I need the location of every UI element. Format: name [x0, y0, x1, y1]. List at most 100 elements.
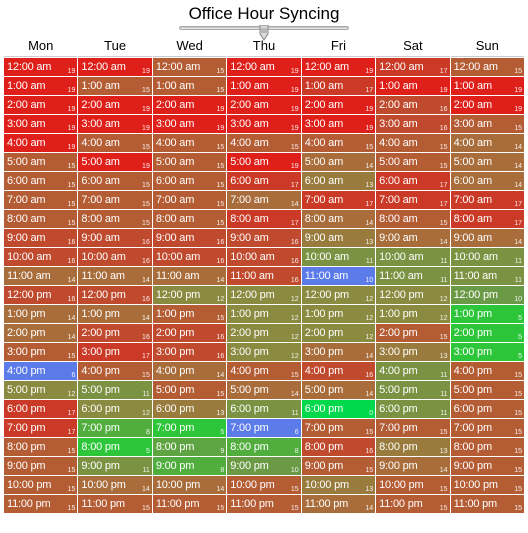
heatmap-cell[interactable]: 10:00 am16 [227, 248, 300, 266]
heatmap-cell[interactable]: 2:00 am19 [4, 96, 77, 114]
heatmap-cell[interactable]: 11:00 am10 [302, 267, 375, 285]
heatmap-cell[interactable]: 2:00 am19 [78, 96, 151, 114]
heatmap-cell[interactable]: 5:00 am15 [153, 153, 226, 171]
heatmap-cell[interactable]: 1:00 pm5 [451, 305, 524, 323]
heatmap-cell[interactable]: 8:00 am15 [4, 210, 77, 228]
heatmap-cell[interactable]: 1:00 am19 [4, 77, 77, 95]
heatmap-cell[interactable]: 8:00 pm5 [78, 438, 151, 456]
heatmap-cell[interactable]: 4:00 pm11 [376, 362, 449, 380]
heatmap-cell[interactable]: 10:00 pm14 [153, 476, 226, 494]
heatmap-cell[interactable]: 2:00 am16 [376, 96, 449, 114]
heatmap-cell[interactable]: 5:00 pm15 [153, 381, 226, 399]
heatmap-cell[interactable]: 3:00 pm12 [227, 343, 300, 361]
heatmap-cell[interactable]: 4:00 pm15 [78, 362, 151, 380]
heatmap-cell[interactable]: 9:00 am16 [153, 229, 226, 247]
heatmap-cell[interactable]: 12:00 am19 [4, 58, 77, 76]
heatmap-cell[interactable]: 8:00 am15 [376, 210, 449, 228]
heatmap-cell[interactable]: 10:00 pm14 [78, 476, 151, 494]
heatmap-cell[interactable]: 2:00 am19 [302, 96, 375, 114]
heatmap-cell[interactable]: 9:00 am13 [302, 229, 375, 247]
heatmap-cell[interactable]: 3:00 am19 [78, 115, 151, 133]
heatmap-cell[interactable]: 6:00 am15 [78, 172, 151, 190]
heatmap-cell[interactable]: 3:00 pm13 [376, 343, 449, 361]
heatmap-cell[interactable]: 12:00 am15 [451, 58, 524, 76]
heatmap-cell[interactable]: 4:00 pm14 [153, 362, 226, 380]
heatmap-cell[interactable]: 9:00 am16 [227, 229, 300, 247]
heatmap-cell[interactable]: 10:00 am11 [376, 248, 449, 266]
heatmap-cell[interactable]: 4:00 am15 [227, 134, 300, 152]
heatmap-cell[interactable]: 12:00 am17 [376, 58, 449, 76]
heatmap-cell[interactable]: 12:00 pm12 [376, 286, 449, 304]
heatmap-cell[interactable]: 7:00 pm8 [78, 419, 151, 437]
heatmap-cell[interactable]: 2:00 pm16 [78, 324, 151, 342]
heatmap-cell[interactable]: 1:00 am19 [451, 77, 524, 95]
heatmap-cell[interactable]: 6:00 am15 [153, 172, 226, 190]
heatmap-cell[interactable]: 4:00 am15 [376, 134, 449, 152]
heatmap-cell[interactable]: 10:00 am11 [451, 248, 524, 266]
heatmap-cell[interactable]: 6:00 am14 [451, 172, 524, 190]
heatmap-cell[interactable]: 3:00 pm14 [302, 343, 375, 361]
heatmap-cell[interactable]: 1:00 pm14 [4, 305, 77, 323]
heatmap-cell[interactable]: 4:00 pm15 [451, 362, 524, 380]
heatmap-cell[interactable]: 4:00 am15 [78, 134, 151, 152]
heatmap-cell[interactable]: 9:00 pm15 [451, 457, 524, 475]
heatmap-cell[interactable]: 3:00 am15 [451, 115, 524, 133]
heatmap-cell[interactable]: 11:00 pm15 [4, 495, 77, 513]
heatmap-cell[interactable]: 11:00 pm15 [153, 495, 226, 513]
heatmap-cell[interactable]: 9:00 pm15 [302, 457, 375, 475]
heatmap-cell[interactable]: 7:00 pm15 [302, 419, 375, 437]
heatmap-cell[interactable]: 6:00 pm0 [302, 400, 375, 418]
heatmap-cell[interactable]: 5:00 am15 [376, 153, 449, 171]
heatmap-cell[interactable]: 11:00 am11 [451, 267, 524, 285]
heatmap-cell[interactable]: 10:00 am11 [302, 248, 375, 266]
sync-slider-track[interactable] [179, 26, 349, 30]
heatmap-cell[interactable]: 4:00 am19 [4, 134, 77, 152]
heatmap-cell[interactable]: 3:00 am16 [376, 115, 449, 133]
heatmap-cell[interactable]: 7:00 am15 [78, 191, 151, 209]
heatmap-cell[interactable]: 3:00 pm15 [4, 343, 77, 361]
heatmap-cell[interactable]: 10:00 am16 [4, 248, 77, 266]
heatmap-cell[interactable]: 3:00 am19 [302, 115, 375, 133]
heatmap-cell[interactable]: 7:00 am17 [302, 191, 375, 209]
heatmap-cell[interactable]: 7:00 am15 [153, 191, 226, 209]
heatmap-cell[interactable]: 2:00 pm12 [302, 324, 375, 342]
heatmap-cell[interactable]: 10:00 pm15 [4, 476, 77, 494]
heatmap-cell[interactable]: 1:00 am17 [302, 77, 375, 95]
heatmap-cell[interactable]: 8:00 pm16 [302, 438, 375, 456]
heatmap-cell[interactable]: 9:00 pm8 [153, 457, 226, 475]
heatmap-cell[interactable]: 11:00 pm15 [451, 495, 524, 513]
heatmap-cell[interactable]: 11:00 am14 [153, 267, 226, 285]
heatmap-cell[interactable]: 7:00 pm15 [376, 419, 449, 437]
heatmap-cell[interactable]: 7:00 am17 [376, 191, 449, 209]
heatmap-cell[interactable]: 5:00 pm11 [78, 381, 151, 399]
heatmap-cell[interactable]: 1:00 am15 [78, 77, 151, 95]
heatmap-cell[interactable]: 5:00 pm11 [376, 381, 449, 399]
heatmap-cell[interactable]: 11:00 pm15 [376, 495, 449, 513]
heatmap-cell[interactable]: 5:00 am14 [451, 153, 524, 171]
heatmap-cell[interactable]: 1:00 pm14 [78, 305, 151, 323]
heatmap-cell[interactable]: 11:00 am14 [78, 267, 151, 285]
heatmap-cell[interactable]: 12:00 pm16 [78, 286, 151, 304]
sync-slider-handle[interactable] [257, 25, 271, 41]
heatmap-cell[interactable]: 5:00 pm14 [227, 381, 300, 399]
heatmap-cell[interactable]: 11:00 am11 [376, 267, 449, 285]
heatmap-cell[interactable]: 2:00 pm14 [4, 324, 77, 342]
heatmap-cell[interactable]: 12:00 am19 [78, 58, 151, 76]
heatmap-cell[interactable]: 9:00 am16 [4, 229, 77, 247]
heatmap-cell[interactable]: 7:00 am17 [451, 191, 524, 209]
heatmap-cell[interactable]: 1:00 pm15 [153, 305, 226, 323]
heatmap-cell[interactable]: 7:00 pm6 [227, 419, 300, 437]
heatmap-cell[interactable]: 12:00 am19 [302, 58, 375, 76]
heatmap-cell[interactable]: 7:00 pm15 [451, 419, 524, 437]
heatmap-cell[interactable]: 10:00 pm15 [227, 476, 300, 494]
heatmap-cell[interactable]: 3:00 pm5 [451, 343, 524, 361]
heatmap-cell[interactable]: 8:00 am15 [153, 210, 226, 228]
heatmap-cell[interactable]: 6:00 am17 [376, 172, 449, 190]
heatmap-cell[interactable]: 5:00 pm14 [302, 381, 375, 399]
heatmap-cell[interactable]: 6:00 pm12 [78, 400, 151, 418]
heatmap-cell[interactable]: 6:00 pm17 [4, 400, 77, 418]
heatmap-cell[interactable]: 9:00 pm14 [376, 457, 449, 475]
heatmap-cell[interactable]: 3:00 am19 [4, 115, 77, 133]
heatmap-cell[interactable]: 9:00 pm10 [227, 457, 300, 475]
heatmap-cell[interactable]: 12:00 am15 [153, 58, 226, 76]
